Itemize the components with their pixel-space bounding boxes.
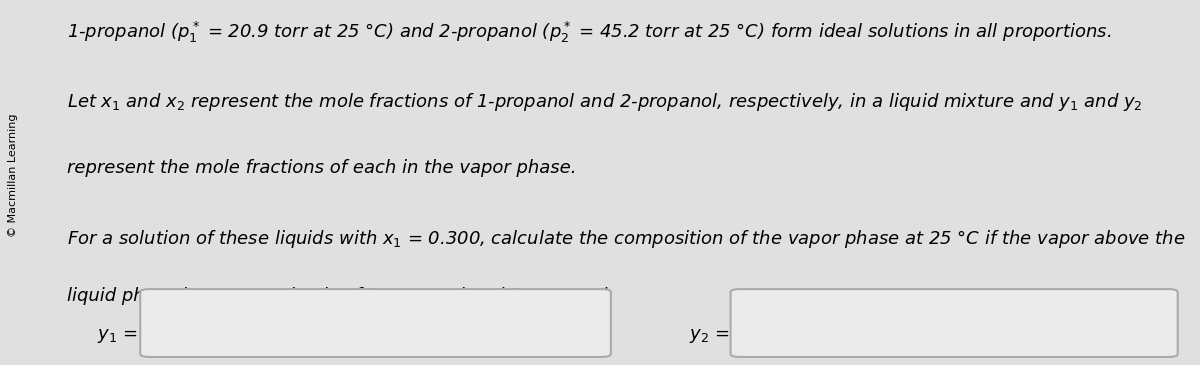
Text: $y_1$ =: $y_1$ =	[97, 327, 137, 345]
Text: For a solution of these liquids with $x_1$ = 0.300, calculate the composition of: For a solution of these liquids with $x_…	[67, 228, 1186, 250]
Text: represent the mole fractions of each in the vapor phase.: represent the mole fractions of each in …	[67, 159, 577, 177]
Text: liquid phase is composed only of 1-propanol and 2-propanol.: liquid phase is composed only of 1-propa…	[67, 287, 613, 304]
Text: $y_2$ =: $y_2$ =	[690, 327, 730, 345]
FancyBboxPatch shape	[731, 289, 1177, 357]
FancyBboxPatch shape	[140, 289, 611, 357]
Text: 1-propanol ($p_1^*$ = 20.9 torr at 25 °C) and 2-propanol ($p_2^*$ = 45.2 torr at: 1-propanol ($p_1^*$ = 20.9 torr at 25 °C…	[67, 20, 1112, 45]
Text: © Macmillan Learning: © Macmillan Learning	[8, 114, 18, 237]
Text: Let $x_1$ and $x_2$ represent the mole fractions of 1-propanol and 2-propanol, r: Let $x_1$ and $x_2$ represent the mole f…	[67, 91, 1144, 113]
